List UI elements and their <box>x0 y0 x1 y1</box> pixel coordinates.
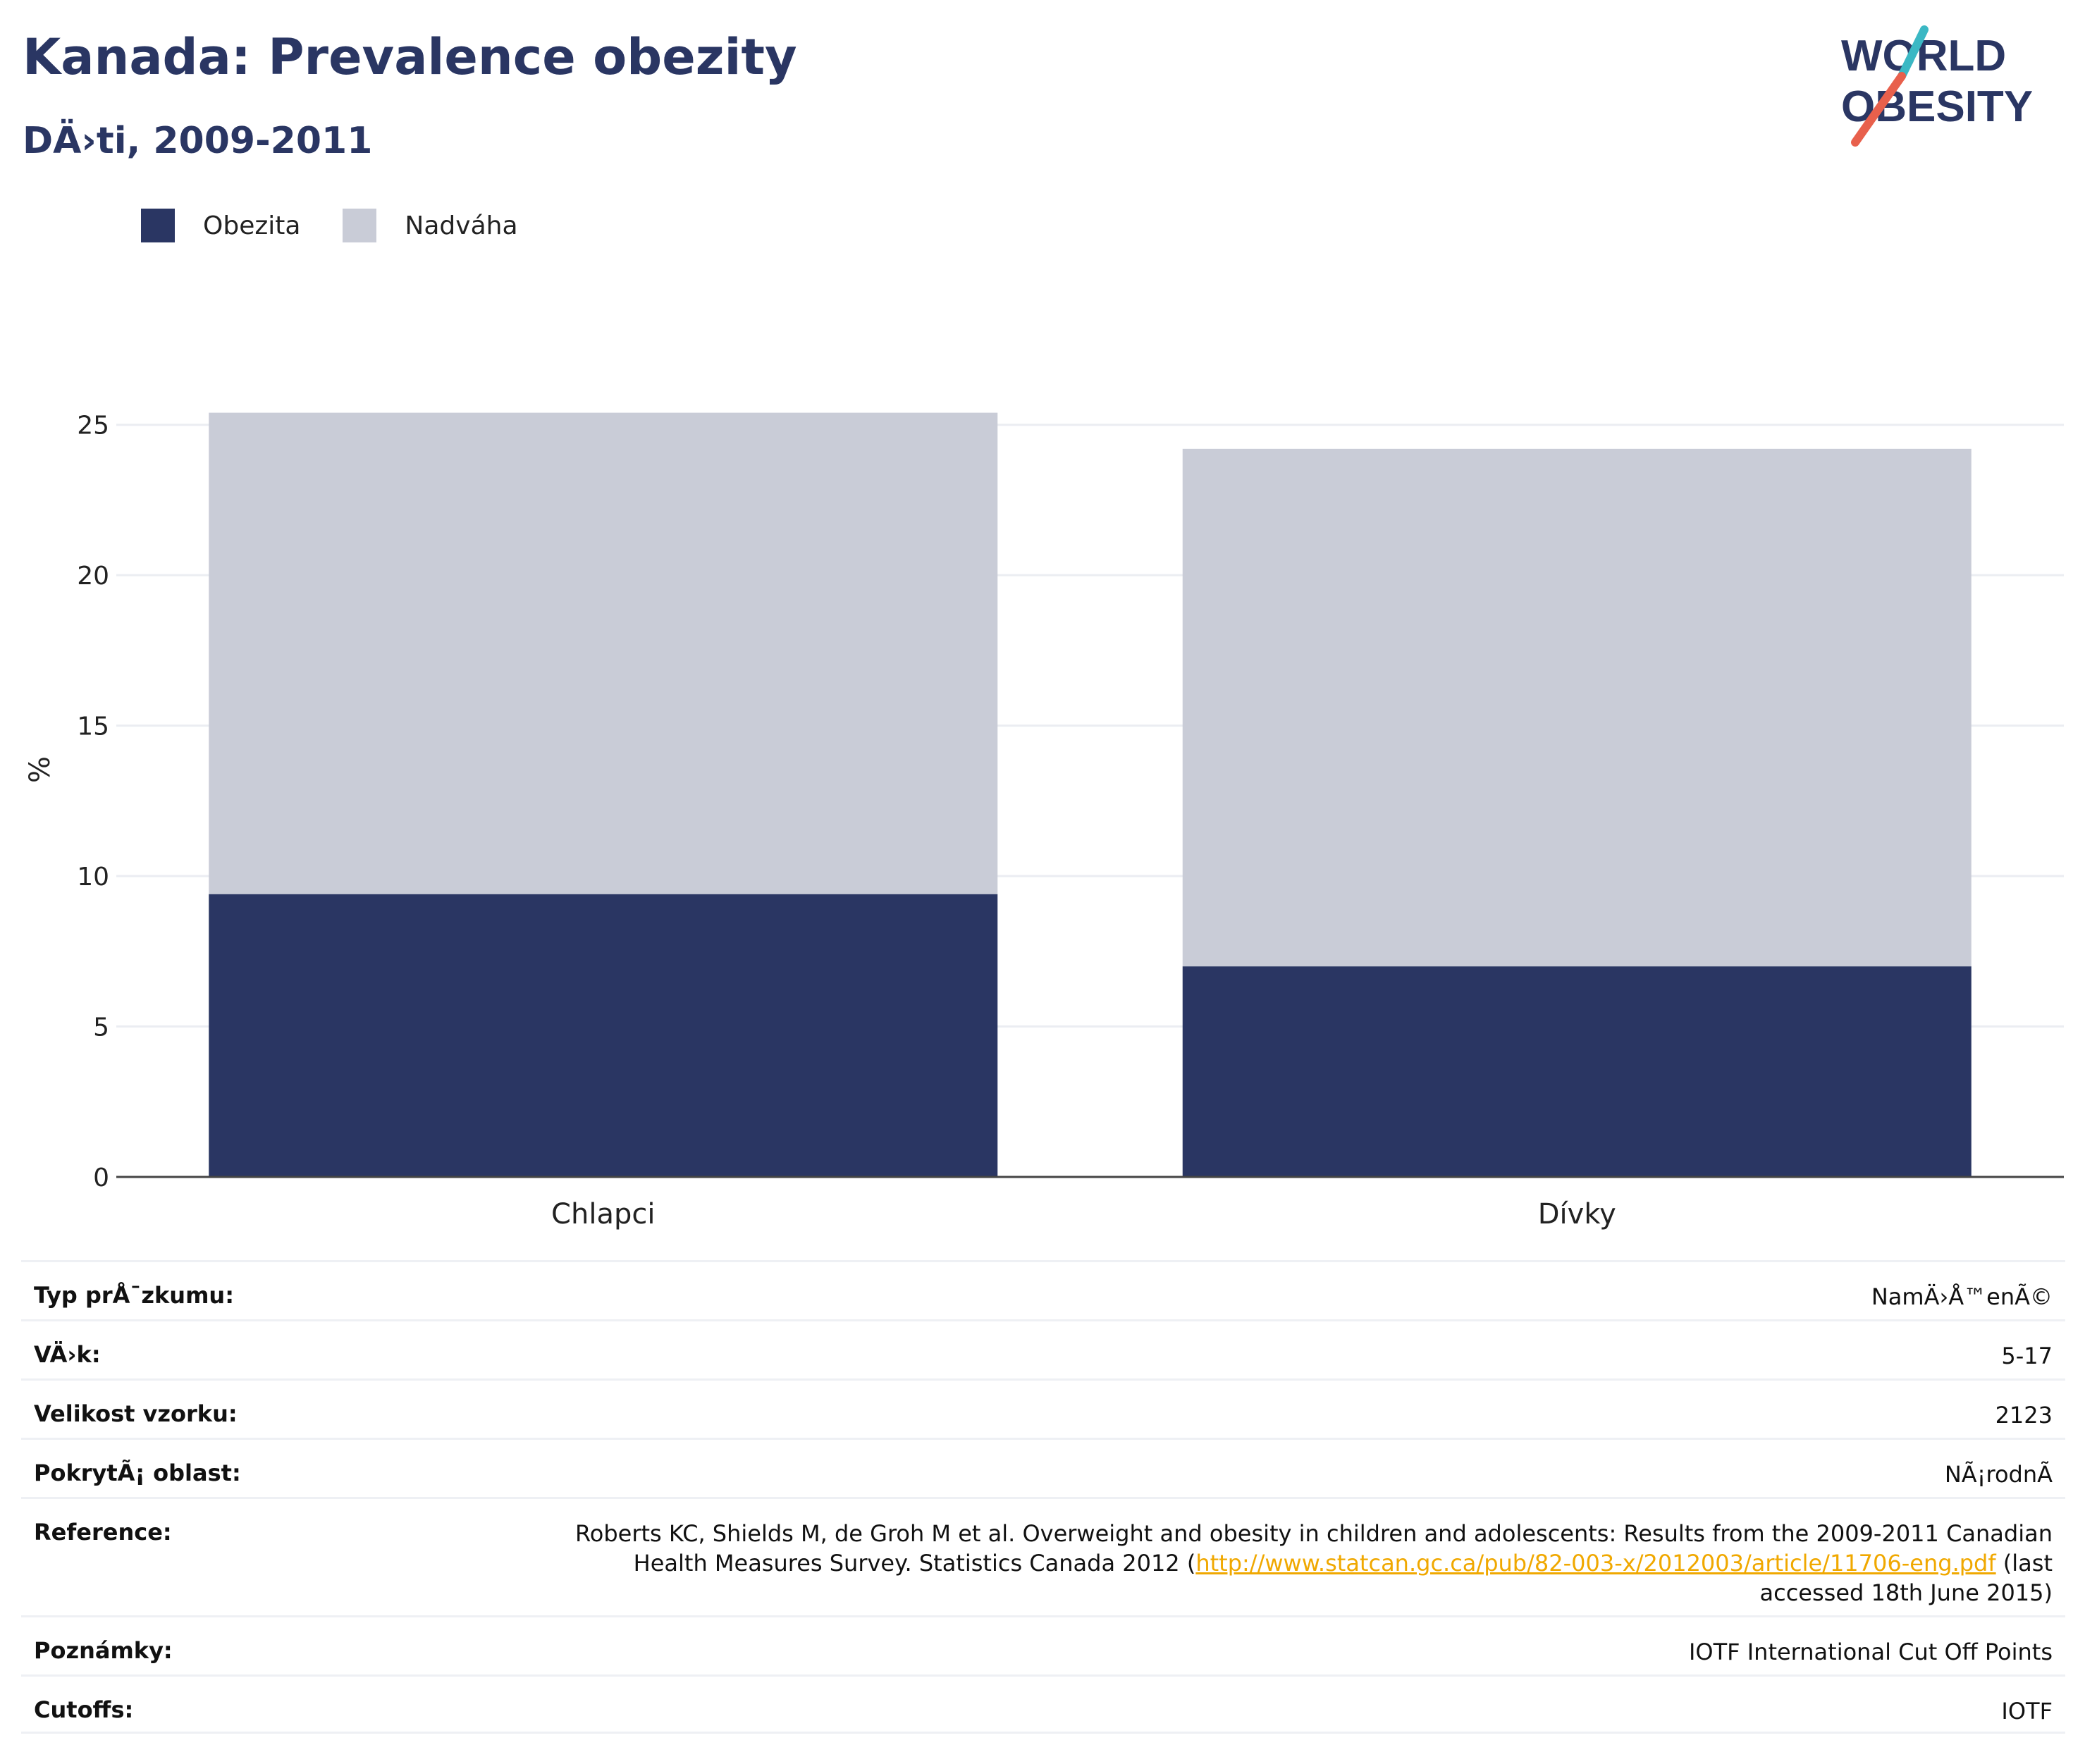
info-value: 2123 <box>1995 1402 2053 1429</box>
x-tick-label: Dívky <box>1538 1198 1616 1231</box>
reference-value: Roberts KC, Shields M, de Groh M et al. … <box>572 1519 2053 1608</box>
y-axis-label: % <box>24 756 56 783</box>
info-row-reference: Reference: Roberts KC, Shields M, de Gro… <box>21 1497 2065 1615</box>
info-key: Poznámky: <box>34 1637 173 1664</box>
y-tick-label: 20 <box>77 562 109 591</box>
bar-nadv-ha-0 <box>209 412 998 894</box>
info-row-survey-type: Typ prÅ¯zkumu: NamÄ›Å™enÃ© <box>21 1260 2065 1319</box>
info-table: Typ prÅ¯zkumu: NamÄ›Å™enÃ© VÄ›k: 5-17 Ve… <box>21 1260 2065 1734</box>
logo-slash-coral <box>1851 72 1906 147</box>
reference-link[interactable]: http://www.statcan.gc.ca/pub/82-003-x/20… <box>1195 1550 1996 1577</box>
y-tick-label: 10 <box>77 863 109 892</box>
info-key: Cutoffs: <box>34 1696 134 1723</box>
legend-swatch-obezita <box>141 209 175 242</box>
info-row-cutoffs: Cutoffs: IOTF <box>21 1674 2065 1734</box>
info-value: NamÄ›Å™enÃ© <box>1871 1283 2053 1310</box>
legend-swatch-nadvaha <box>343 209 377 242</box>
logo-slash-teal <box>1898 25 1929 80</box>
info-value: 5-17 <box>2001 1343 2053 1369</box>
info-row-sample-size: Velikost vzorku: 2123 <box>21 1378 2065 1438</box>
y-tick-label: 25 <box>77 412 109 440</box>
page-title: Kanada: Prevalence obezity <box>23 28 797 86</box>
bar-nadv-ha-1 <box>1182 448 1972 967</box>
info-key: PokrytÃ¡ oblast: <box>34 1460 241 1486</box>
reference-text-end: (last accessed 18th June 2015) <box>1759 1550 2053 1606</box>
info-row-notes: Poznámky: IOTF International Cut Off Poi… <box>21 1615 2065 1674</box>
y-tick-label: 15 <box>77 713 109 741</box>
info-key: Velikost vzorku: <box>34 1400 238 1427</box>
info-key: Reference: <box>34 1519 172 1546</box>
y-tick-label: 0 <box>93 1164 109 1192</box>
legend-label-nadvaha: Nadváha <box>405 211 518 240</box>
chart-legend: Obezita Nadváha <box>141 209 560 242</box>
legend-label-obezita: Obezita <box>203 211 301 240</box>
bar-chart: 0 5 10 15 20 25% Chlapci Dívky <box>24 412 2064 1231</box>
info-value: NÃ¡rodnÃ <box>1944 1461 2053 1488</box>
info-value: IOTF International Cut Off Points <box>1688 1639 2053 1665</box>
reference-text: Roberts KC, Shields M, de Groh M et al. … <box>574 1520 2053 1577</box>
bar-obezita-1 <box>1182 966 1972 1177</box>
world-obesity-logo: WORLD OBESITY <box>1841 25 2033 147</box>
y-tick-label: 5 <box>93 1013 109 1042</box>
legend-item-nadvaha[interactable]: Nadváha <box>343 209 518 242</box>
info-value: IOTF <box>2001 1698 2053 1725</box>
legend-item-obezita[interactable]: Obezita <box>141 209 300 242</box>
bar-obezita-0 <box>209 894 998 1177</box>
info-key: Typ prÅ¯zkumu: <box>34 1282 234 1309</box>
x-tick-label: Chlapci <box>551 1198 655 1231</box>
info-row-age: VÄ›k: 5-17 <box>21 1319 2065 1378</box>
info-row-area: PokrytÃ¡ oblast: NÃ¡rodnÃ <box>21 1438 2065 1497</box>
info-key: VÄ›k: <box>34 1341 101 1368</box>
page-subtitle: DÄ›ti, 2009-2011 <box>23 120 373 162</box>
